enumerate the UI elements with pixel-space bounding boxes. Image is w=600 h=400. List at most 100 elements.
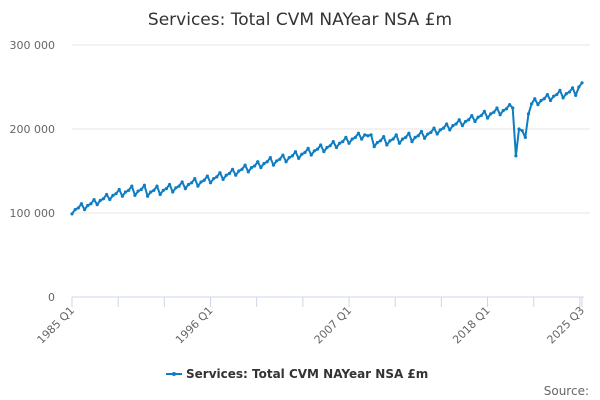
data-point[interactable]	[577, 85, 581, 89]
data-point[interactable]	[158, 192, 162, 197]
data-point[interactable]	[394, 133, 398, 137]
data-point[interactable]	[564, 92, 568, 96]
data-point[interactable]	[293, 150, 298, 154]
data-point[interactable]	[482, 109, 487, 113]
data-point[interactable]	[485, 116, 490, 120]
data-point[interactable]	[382, 134, 386, 139]
data-point[interactable]	[290, 154, 294, 158]
data-point[interactable]	[98, 198, 102, 202]
data-point[interactable]	[416, 134, 420, 138]
data-point[interactable]	[183, 187, 187, 191]
data-point[interactable]	[341, 140, 345, 144]
data-point[interactable]	[111, 193, 115, 197]
data-point[interactable]	[435, 132, 439, 136]
data-point[interactable]	[574, 93, 578, 97]
data-point[interactable]	[495, 106, 499, 110]
data-point[interactable]	[410, 140, 414, 144]
data-point[interactable]	[265, 160, 269, 164]
data-point[interactable]	[378, 139, 383, 143]
data-point[interactable]	[451, 124, 455, 128]
data-point[interactable]	[372, 145, 376, 149]
legend-item[interactable]: Services: Total CVM NAYear NSA £m	[166, 367, 428, 381]
data-point[interactable]	[221, 177, 225, 181]
data-point[interactable]	[212, 176, 216, 181]
data-point[interactable]	[511, 106, 515, 110]
data-point[interactable]	[303, 150, 307, 155]
data-point[interactable]	[517, 127, 521, 131]
data-point[interactable]	[287, 155, 291, 160]
data-point[interactable]	[281, 153, 285, 157]
data-point[interactable]	[429, 130, 433, 134]
data-point[interactable]	[489, 112, 493, 116]
data-point[interactable]	[570, 86, 575, 90]
data-point[interactable]	[375, 140, 379, 145]
data-point[interactable]	[120, 194, 124, 198]
data-point[interactable]	[322, 150, 326, 154]
data-point[interactable]	[520, 129, 524, 133]
data-point[interactable]	[145, 194, 150, 198]
data-point[interactable]	[344, 135, 348, 139]
data-point[interactable]	[161, 188, 165, 192]
data-point[interactable]	[275, 159, 279, 163]
data-point[interactable]	[208, 181, 213, 185]
data-point[interactable]	[397, 141, 402, 145]
data-point[interactable]	[246, 170, 250, 174]
data-point[interactable]	[186, 182, 191, 187]
data-point[interactable]	[580, 81, 584, 85]
data-point[interactable]	[473, 119, 477, 124]
data-point[interactable]	[504, 107, 509, 111]
data-point[interactable]	[190, 181, 194, 185]
data-point[interactable]	[448, 128, 452, 132]
data-point[interactable]	[180, 180, 184, 184]
data-point[interactable]	[249, 166, 254, 170]
data-point[interactable]	[123, 190, 128, 194]
data-point[interactable]	[356, 131, 361, 135]
data-point[interactable]	[193, 176, 197, 181]
data-point[interactable]	[539, 98, 543, 103]
data-point[interactable]	[350, 137, 354, 141]
data-point[interactable]	[252, 164, 257, 168]
data-point[interactable]	[177, 184, 181, 188]
data-point[interactable]	[234, 173, 238, 177]
data-point[interactable]	[426, 132, 430, 136]
data-point[interactable]	[130, 184, 134, 188]
data-point[interactable]	[278, 157, 282, 161]
data-point[interactable]	[438, 128, 442, 132]
data-point[interactable]	[476, 115, 480, 119]
data-point[interactable]	[297, 156, 301, 160]
data-point[interactable]	[149, 190, 153, 194]
data-point[interactable]	[552, 94, 556, 98]
data-point[interactable]	[114, 192, 118, 196]
data-point[interactable]	[558, 88, 562, 92]
data-point[interactable]	[334, 145, 339, 150]
data-point[interactable]	[457, 118, 461, 122]
data-point[interactable]	[400, 137, 405, 141]
data-point[interactable]	[325, 145, 329, 150]
data-point[interactable]	[369, 133, 373, 137]
data-point[interactable]	[199, 180, 203, 184]
data-point[interactable]	[561, 96, 565, 100]
data-point[interactable]	[127, 188, 131, 192]
data-point[interactable]	[567, 90, 572, 94]
data-point[interactable]	[407, 131, 411, 135]
data-point[interactable]	[536, 103, 540, 107]
data-point[interactable]	[108, 197, 112, 202]
data-point[interactable]	[284, 160, 288, 164]
data-point[interactable]	[319, 143, 323, 147]
data-point[interactable]	[309, 153, 313, 157]
data-point[interactable]	[363, 133, 367, 137]
data-point[interactable]	[353, 135, 357, 139]
data-point[interactable]	[366, 134, 370, 138]
data-point[interactable]	[388, 139, 392, 143]
data-point[interactable]	[542, 97, 546, 101]
data-point[interactable]	[218, 171, 222, 175]
data-point[interactable]	[454, 122, 458, 126]
data-point[interactable]	[79, 202, 84, 206]
data-point[interactable]	[139, 187, 143, 192]
data-point[interactable]	[312, 149, 317, 153]
data-point[interactable]	[432, 126, 436, 130]
data-point[interactable]	[268, 155, 272, 160]
data-point[interactable]	[215, 175, 219, 179]
data-point[interactable]	[422, 136, 427, 140]
data-point[interactable]	[227, 171, 232, 176]
